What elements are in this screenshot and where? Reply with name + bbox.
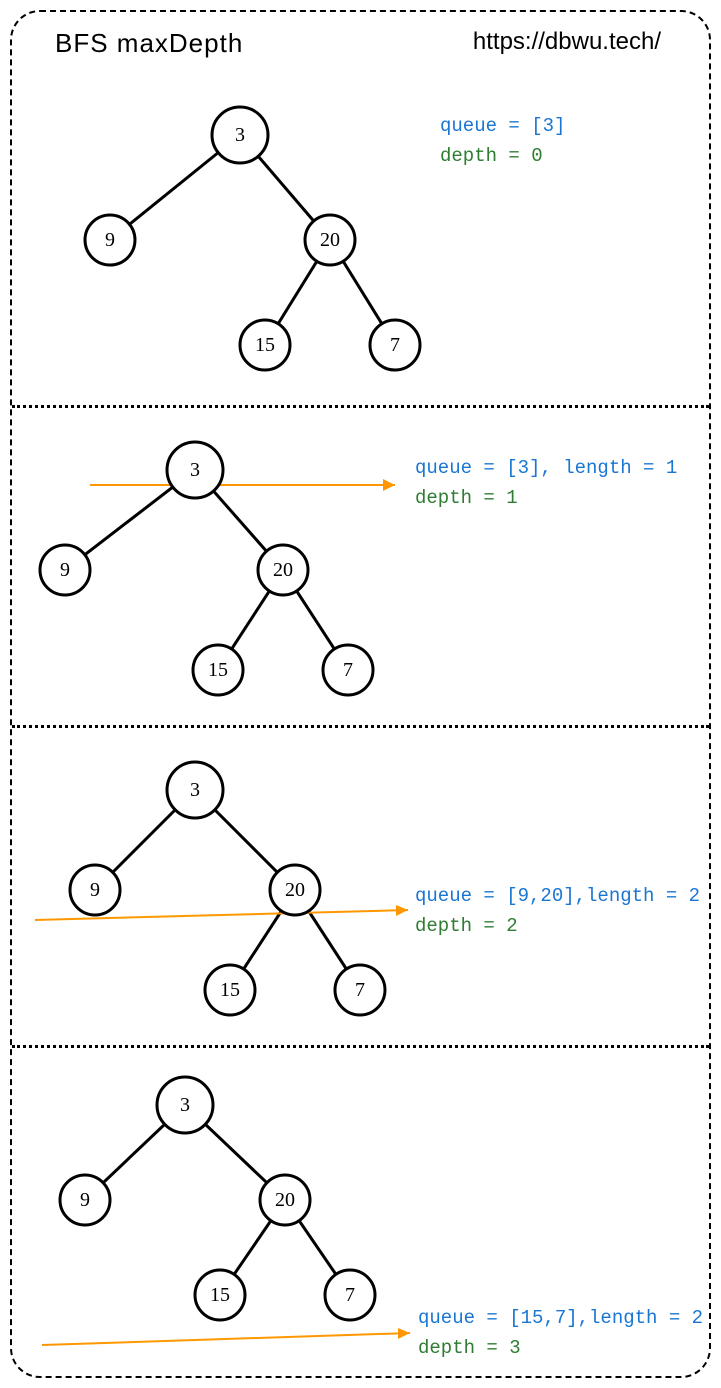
node-label: 7 — [345, 1284, 355, 1306]
node-label: 7 — [355, 979, 365, 1001]
depth-annotation: depth = 0 — [440, 145, 543, 167]
arrow-head-icon — [396, 905, 408, 916]
divider — [12, 1045, 709, 1048]
arrow-head-icon — [383, 479, 395, 491]
divider — [12, 405, 709, 408]
diagram-container: BFS maxDepth https://dbwu.tech/ 3 9 20 1… — [0, 0, 721, 1388]
node-label: 20 — [275, 1189, 295, 1211]
depth-annotation: depth = 1 — [415, 487, 518, 509]
node-label: 3 — [190, 779, 200, 801]
source-url: https://dbwu.tech/ — [473, 28, 661, 59]
queue-annotation: queue = [3], length = 1 — [415, 457, 677, 479]
queue-annotation: queue = [15,7],length = 2 — [418, 1307, 703, 1329]
page-title: BFS maxDepth — [55, 28, 243, 59]
node-label: 20 — [320, 229, 340, 251]
panel-3: 3 9 20 15 7 queue = [9,20],length = 2 de… — [0, 735, 721, 1045]
node-label: 9 — [60, 559, 70, 581]
panel-2: 3 9 20 15 7 queue = [3], length = 1 dept… — [0, 415, 721, 725]
node-label: 15 — [208, 659, 228, 681]
tree-svg-1: 3 9 20 15 7 — [0, 75, 721, 405]
header: BFS maxDepth https://dbwu.tech/ — [0, 28, 721, 59]
queue-annotation: queue = [9,20],length = 2 — [415, 885, 700, 907]
arrow-line — [42, 1333, 410, 1345]
node-label: 7 — [343, 659, 353, 681]
node-label: 3 — [180, 1094, 190, 1116]
node-label: 9 — [80, 1189, 90, 1211]
node-label: 3 — [190, 459, 200, 481]
node-label: 15 — [210, 1284, 230, 1306]
node-label: 20 — [273, 559, 293, 581]
node-label: 7 — [390, 334, 400, 356]
queue-annotation: queue = [3] — [440, 115, 565, 137]
node-label: 15 — [255, 334, 275, 356]
divider — [12, 725, 709, 728]
panel-1: 3 9 20 15 7 queue = [3] depth = 0 — [0, 75, 721, 405]
node-label: 20 — [285, 879, 305, 901]
depth-annotation: depth = 3 — [418, 1337, 521, 1359]
panel-4: 3 9 20 15 7 queue = [15,7],length = 2 de… — [0, 1055, 721, 1375]
node-label: 3 — [235, 124, 245, 146]
depth-annotation: depth = 2 — [415, 915, 518, 937]
node-label: 15 — [220, 979, 240, 1001]
arrow-head-icon — [398, 1328, 410, 1339]
node-label: 9 — [105, 229, 115, 251]
node-label: 9 — [90, 879, 100, 901]
